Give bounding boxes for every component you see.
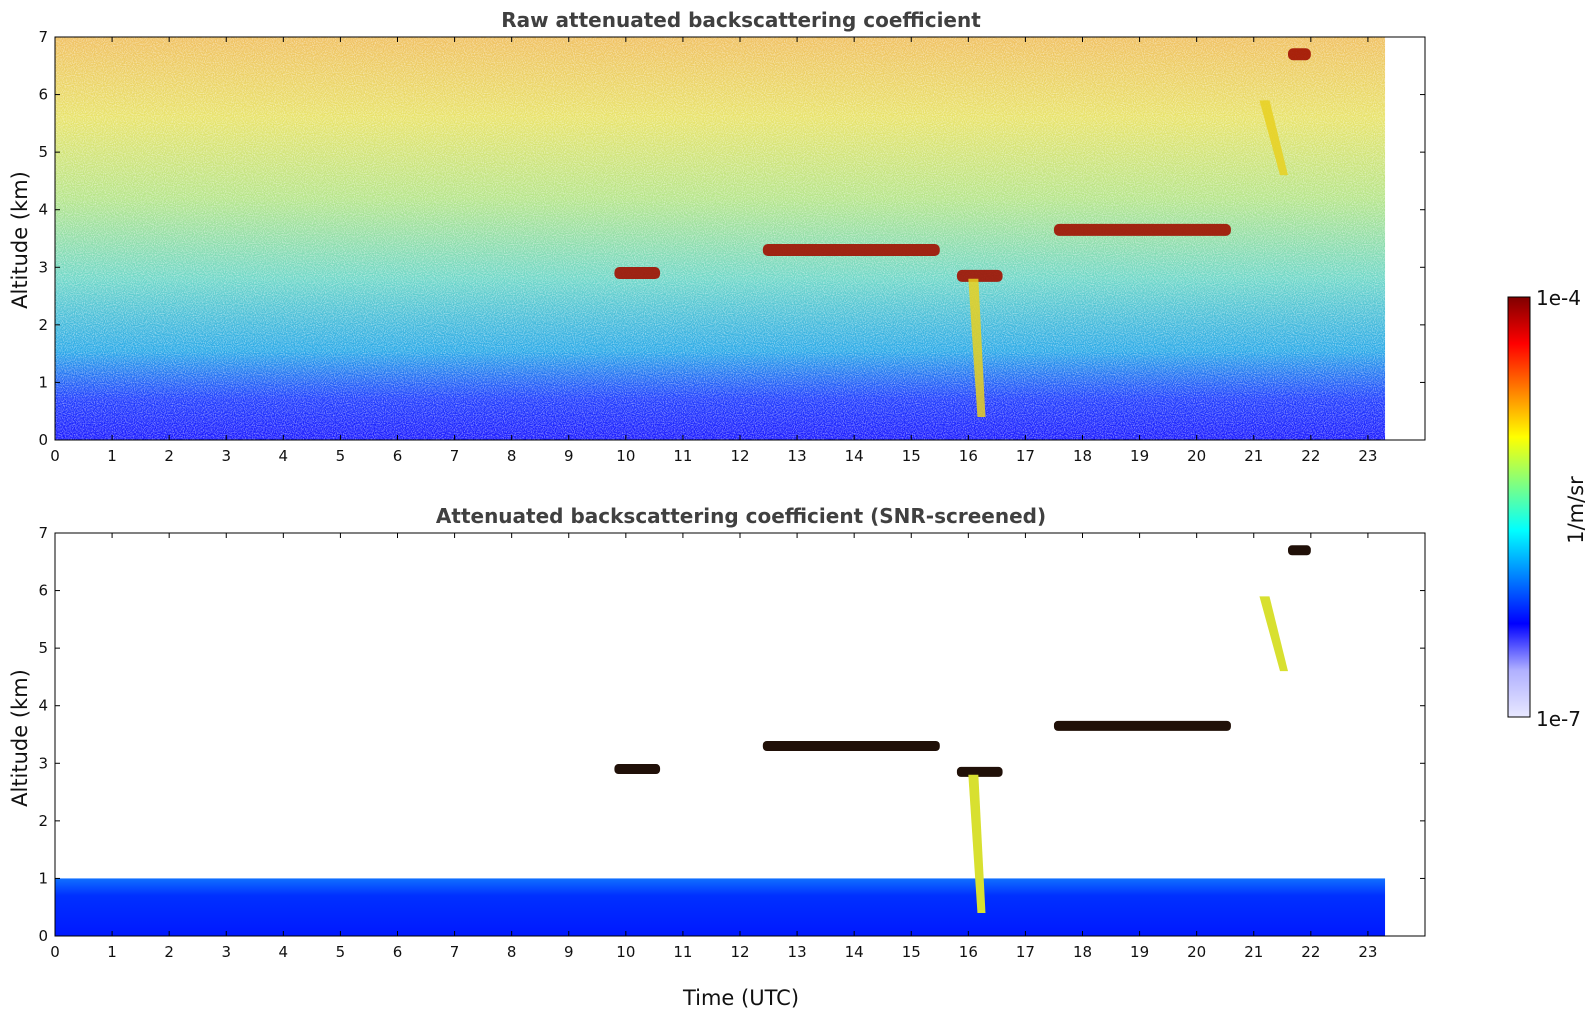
x-tick-label: 3	[221, 943, 231, 961]
x-tick-label: 13	[788, 943, 807, 961]
x-tick-label: 22	[1301, 943, 1320, 961]
x-tick-label: 18	[1073, 447, 1092, 465]
x-tick-label: 16	[959, 447, 978, 465]
x-tick-label: 14	[845, 447, 864, 465]
x-tick-label: 9	[564, 943, 574, 961]
x-tick-label: 3	[221, 447, 231, 465]
x-tick-label: 2	[164, 447, 174, 465]
screened-panel-title: Attenuated backscattering coefficient (S…	[436, 504, 1046, 528]
x-tick-label: 23	[1358, 447, 1377, 465]
x-tick-label: 8	[507, 447, 517, 465]
axes-frame	[54, 532, 1426, 937]
y-tick-label: 7	[38, 28, 48, 46]
raw-panel-title: Raw attenuated backscattering coefficien…	[501, 8, 981, 32]
raw-precipitation-5	[1259, 100, 1288, 176]
x-tick-label: 5	[336, 447, 346, 465]
x-tick-label: 15	[902, 943, 921, 961]
y-tick-label: 2	[38, 812, 48, 830]
y-tick-label: 0	[38, 431, 48, 449]
raw-cloud-layer-0	[614, 267, 661, 280]
x-tick-label: 9	[564, 447, 574, 465]
x-tick-label: 11	[673, 447, 692, 465]
x-tick-label: 11	[673, 943, 692, 961]
x-tick-label: 15	[902, 447, 921, 465]
screened-cloud-layer-2	[956, 766, 1003, 777]
x-tick-label: 7	[450, 447, 460, 465]
x-tick-label: 19	[1130, 943, 1149, 961]
y-tick-label: 5	[38, 639, 48, 657]
x-tick-label: 7	[450, 943, 460, 961]
x-tick-label: 20	[1187, 943, 1206, 961]
x-tick-label: 22	[1301, 447, 1320, 465]
x-tick-label: 0	[50, 943, 60, 961]
y-tick-label: 2	[38, 316, 48, 334]
x-tick-label: 17	[1016, 447, 1035, 465]
x-axis-label: Time (UTC)	[682, 986, 799, 1010]
x-tick-label: 2	[164, 943, 174, 961]
x-tick-label: 12	[730, 447, 749, 465]
y-tick-label: 1	[38, 373, 48, 391]
y-tick-label: 6	[38, 582, 48, 600]
x-tick-label: 20	[1187, 447, 1206, 465]
x-tick-label: 23	[1358, 943, 1377, 961]
screened-precipitation-6	[968, 774, 986, 913]
raw-backscatter-panel: Raw attenuated backscattering coefficien…	[8, 8, 1426, 465]
x-tick-label: 19	[1130, 447, 1149, 465]
colorbar: 1e-4 1e-7 1/m/sr	[1507, 286, 1588, 731]
raw-cloud-layer-2	[956, 269, 1003, 282]
raw-cloud-layer-1	[762, 244, 940, 257]
colorbar-min-label: 1e-7	[1536, 707, 1581, 731]
colorbar-gradient	[1507, 296, 1531, 718]
raw-cloud-layer-4	[1288, 48, 1311, 61]
screened-plot-area: 0 1 2 3 4 5 6 7 8 9 10 11 12 13 14 15 16 17 18 19 20 21 22 2301…	[38, 524, 1426, 961]
colorbar-unit-label: 1/m/sr	[1564, 476, 1588, 544]
raw-plot-area: 0 1 2 3 4 5 6 7 8 9 10 11 12 13 14 15 16 17 18 19 20 21 22 2301…	[38, 28, 1426, 465]
colorbar-max-label: 1e-4	[1536, 286, 1581, 310]
x-tick-label: 6	[393, 943, 403, 961]
raw-noise-overlay	[55, 37, 1386, 440]
y-tick-label: 7	[38, 524, 48, 542]
x-tick-label: 6	[393, 447, 403, 465]
screened-precipitation-5	[1259, 596, 1288, 672]
y-tick-label: 3	[38, 258, 48, 276]
screened-backscatter-panel: Attenuated backscattering coefficient (S…	[8, 504, 1426, 1010]
x-tick-label: 10	[616, 447, 635, 465]
x-tick-label: 5	[336, 943, 346, 961]
raw-cloud-layer-3	[1053, 223, 1231, 236]
x-tick-label: 0	[50, 447, 60, 465]
y-tick-label: 4	[38, 697, 48, 715]
y-tick-label: 3	[38, 754, 48, 772]
raw-y-axis-label: Altitude (km)	[8, 171, 32, 309]
x-tick-label: 21	[1244, 943, 1263, 961]
y-tick-label: 5	[38, 143, 48, 161]
x-tick-label: 4	[279, 447, 289, 465]
x-tick-label: 13	[788, 447, 807, 465]
x-tick-label: 21	[1244, 447, 1263, 465]
y-tick-label: 0	[38, 927, 48, 945]
x-tick-label: 14	[845, 943, 864, 961]
x-tick-label: 16	[959, 943, 978, 961]
x-tick-label: 1	[107, 447, 117, 465]
screened-boundary-layer	[55, 878, 1386, 936]
screened-cloud-layer-3	[1053, 720, 1231, 731]
x-tick-label: 17	[1016, 943, 1035, 961]
y-tick-label: 4	[38, 201, 48, 219]
x-tick-label: 4	[279, 943, 289, 961]
x-tick-label: 1	[107, 943, 117, 961]
raw-precipitation-6	[968, 278, 986, 417]
y-tick-label: 1	[38, 869, 48, 887]
screened-y-axis-label: Altitude (km)	[8, 669, 32, 807]
x-tick-label: 18	[1073, 943, 1092, 961]
x-tick-label: 8	[507, 943, 517, 961]
x-tick-label: 12	[730, 943, 749, 961]
screened-cloud-layer-1	[762, 741, 940, 752]
y-tick-label: 6	[38, 86, 48, 104]
screened-cloud-layer-4	[1288, 545, 1311, 556]
x-tick-label: 10	[616, 943, 635, 961]
screened-cloud-layer-0	[614, 764, 661, 775]
